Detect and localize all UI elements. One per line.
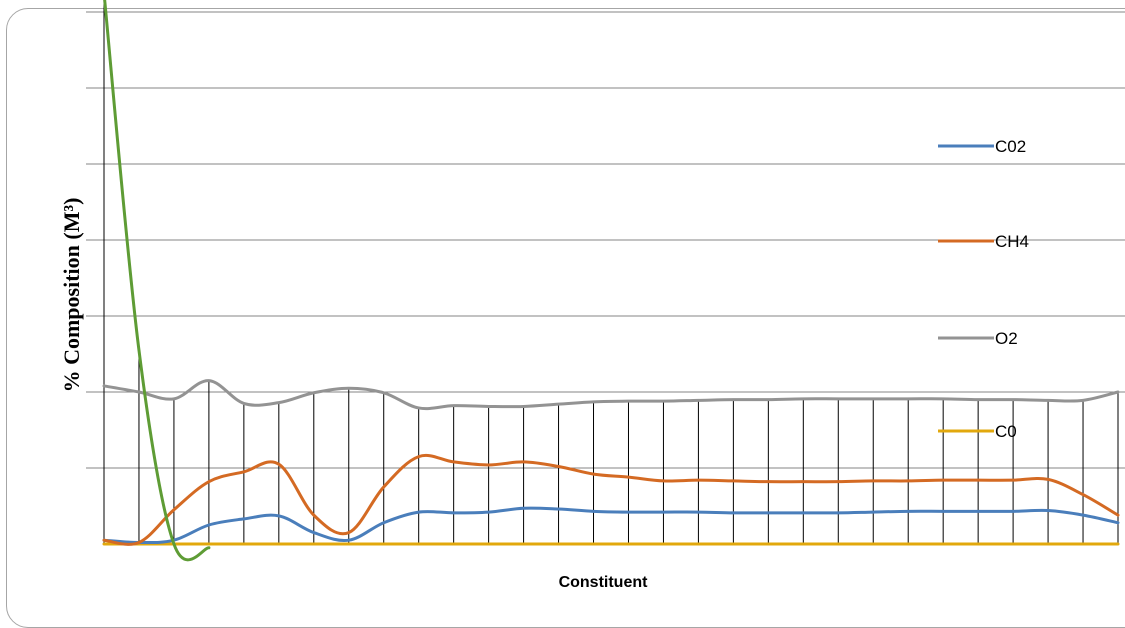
series-line-c02 bbox=[102, 506, 1120, 545]
series-line-o2 bbox=[102, 379, 1120, 411]
legend: C02 CH4 O2 C0 bbox=[938, 137, 1029, 441]
legend-label-ch4: CH4 bbox=[995, 232, 1029, 251]
horizontal-gridlines bbox=[86, 11, 1125, 545]
y-axis-label: % Composition (M³) bbox=[59, 198, 84, 393]
legend-label-c02: C02 bbox=[995, 137, 1026, 156]
legend-label-o2: O2 bbox=[995, 329, 1018, 348]
series-line-ch4 bbox=[102, 453, 1120, 546]
x-axis-label: Constituent bbox=[559, 574, 649, 591]
series-line-unnamed bbox=[103, 0, 211, 562]
chart: C02 CH4 O2 C0 % Composition (M³) Constituen… bbox=[59, 0, 1125, 591]
legend-label-c0: C0 bbox=[995, 422, 1017, 441]
series-lines bbox=[102, 0, 1120, 562]
drop-lines bbox=[103, 0, 1119, 544]
